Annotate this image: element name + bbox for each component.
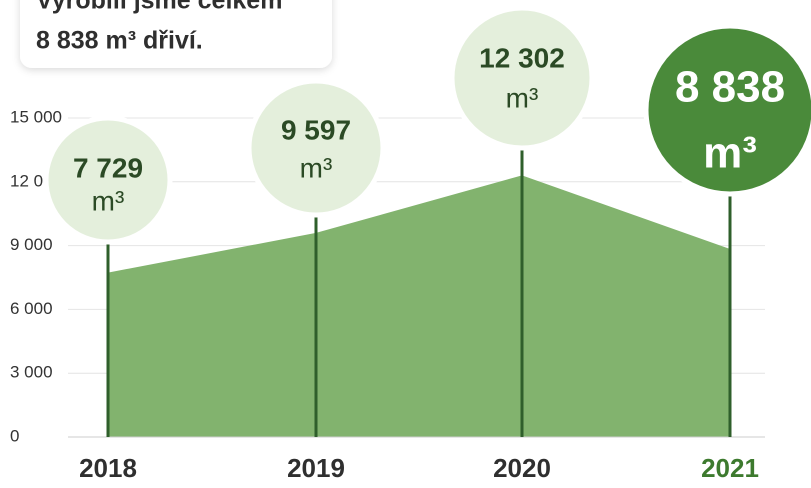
value-label: 9 597 [281, 114, 351, 145]
value-bubble [643, 23, 811, 197]
value-unit: m³ [92, 185, 125, 216]
value-label: 7 729 [73, 152, 143, 183]
value-bubble [449, 5, 595, 151]
value-unit: m³ [506, 82, 539, 113]
title-box [20, 0, 332, 68]
y-tick-label: 9 000 [10, 235, 53, 254]
chart-title: Vyrobili jsme celkem [36, 0, 282, 15]
value-bubble [246, 78, 386, 218]
value-bubble [43, 115, 173, 245]
value-label: 12 302 [479, 42, 565, 73]
x-tick-label: 2020 [493, 453, 551, 483]
area [108, 175, 730, 437]
y-tick-label: 15 000 [10, 107, 62, 126]
y-tick-label: 0 [10, 426, 19, 445]
y-tick-label: 3 000 [10, 363, 53, 382]
value-unit: m³ [300, 152, 333, 183]
x-tick-label: 2019 [287, 453, 345, 483]
x-tick-label: 2018 [79, 453, 137, 483]
x-tick-label: 2021 [701, 453, 759, 483]
value-unit: m³ [703, 129, 757, 178]
value-label: 8 838 [675, 63, 785, 112]
chart-subtitle: 8 838 m³ dřiví. [36, 27, 203, 55]
y-tick-label: 6 000 [10, 299, 53, 318]
